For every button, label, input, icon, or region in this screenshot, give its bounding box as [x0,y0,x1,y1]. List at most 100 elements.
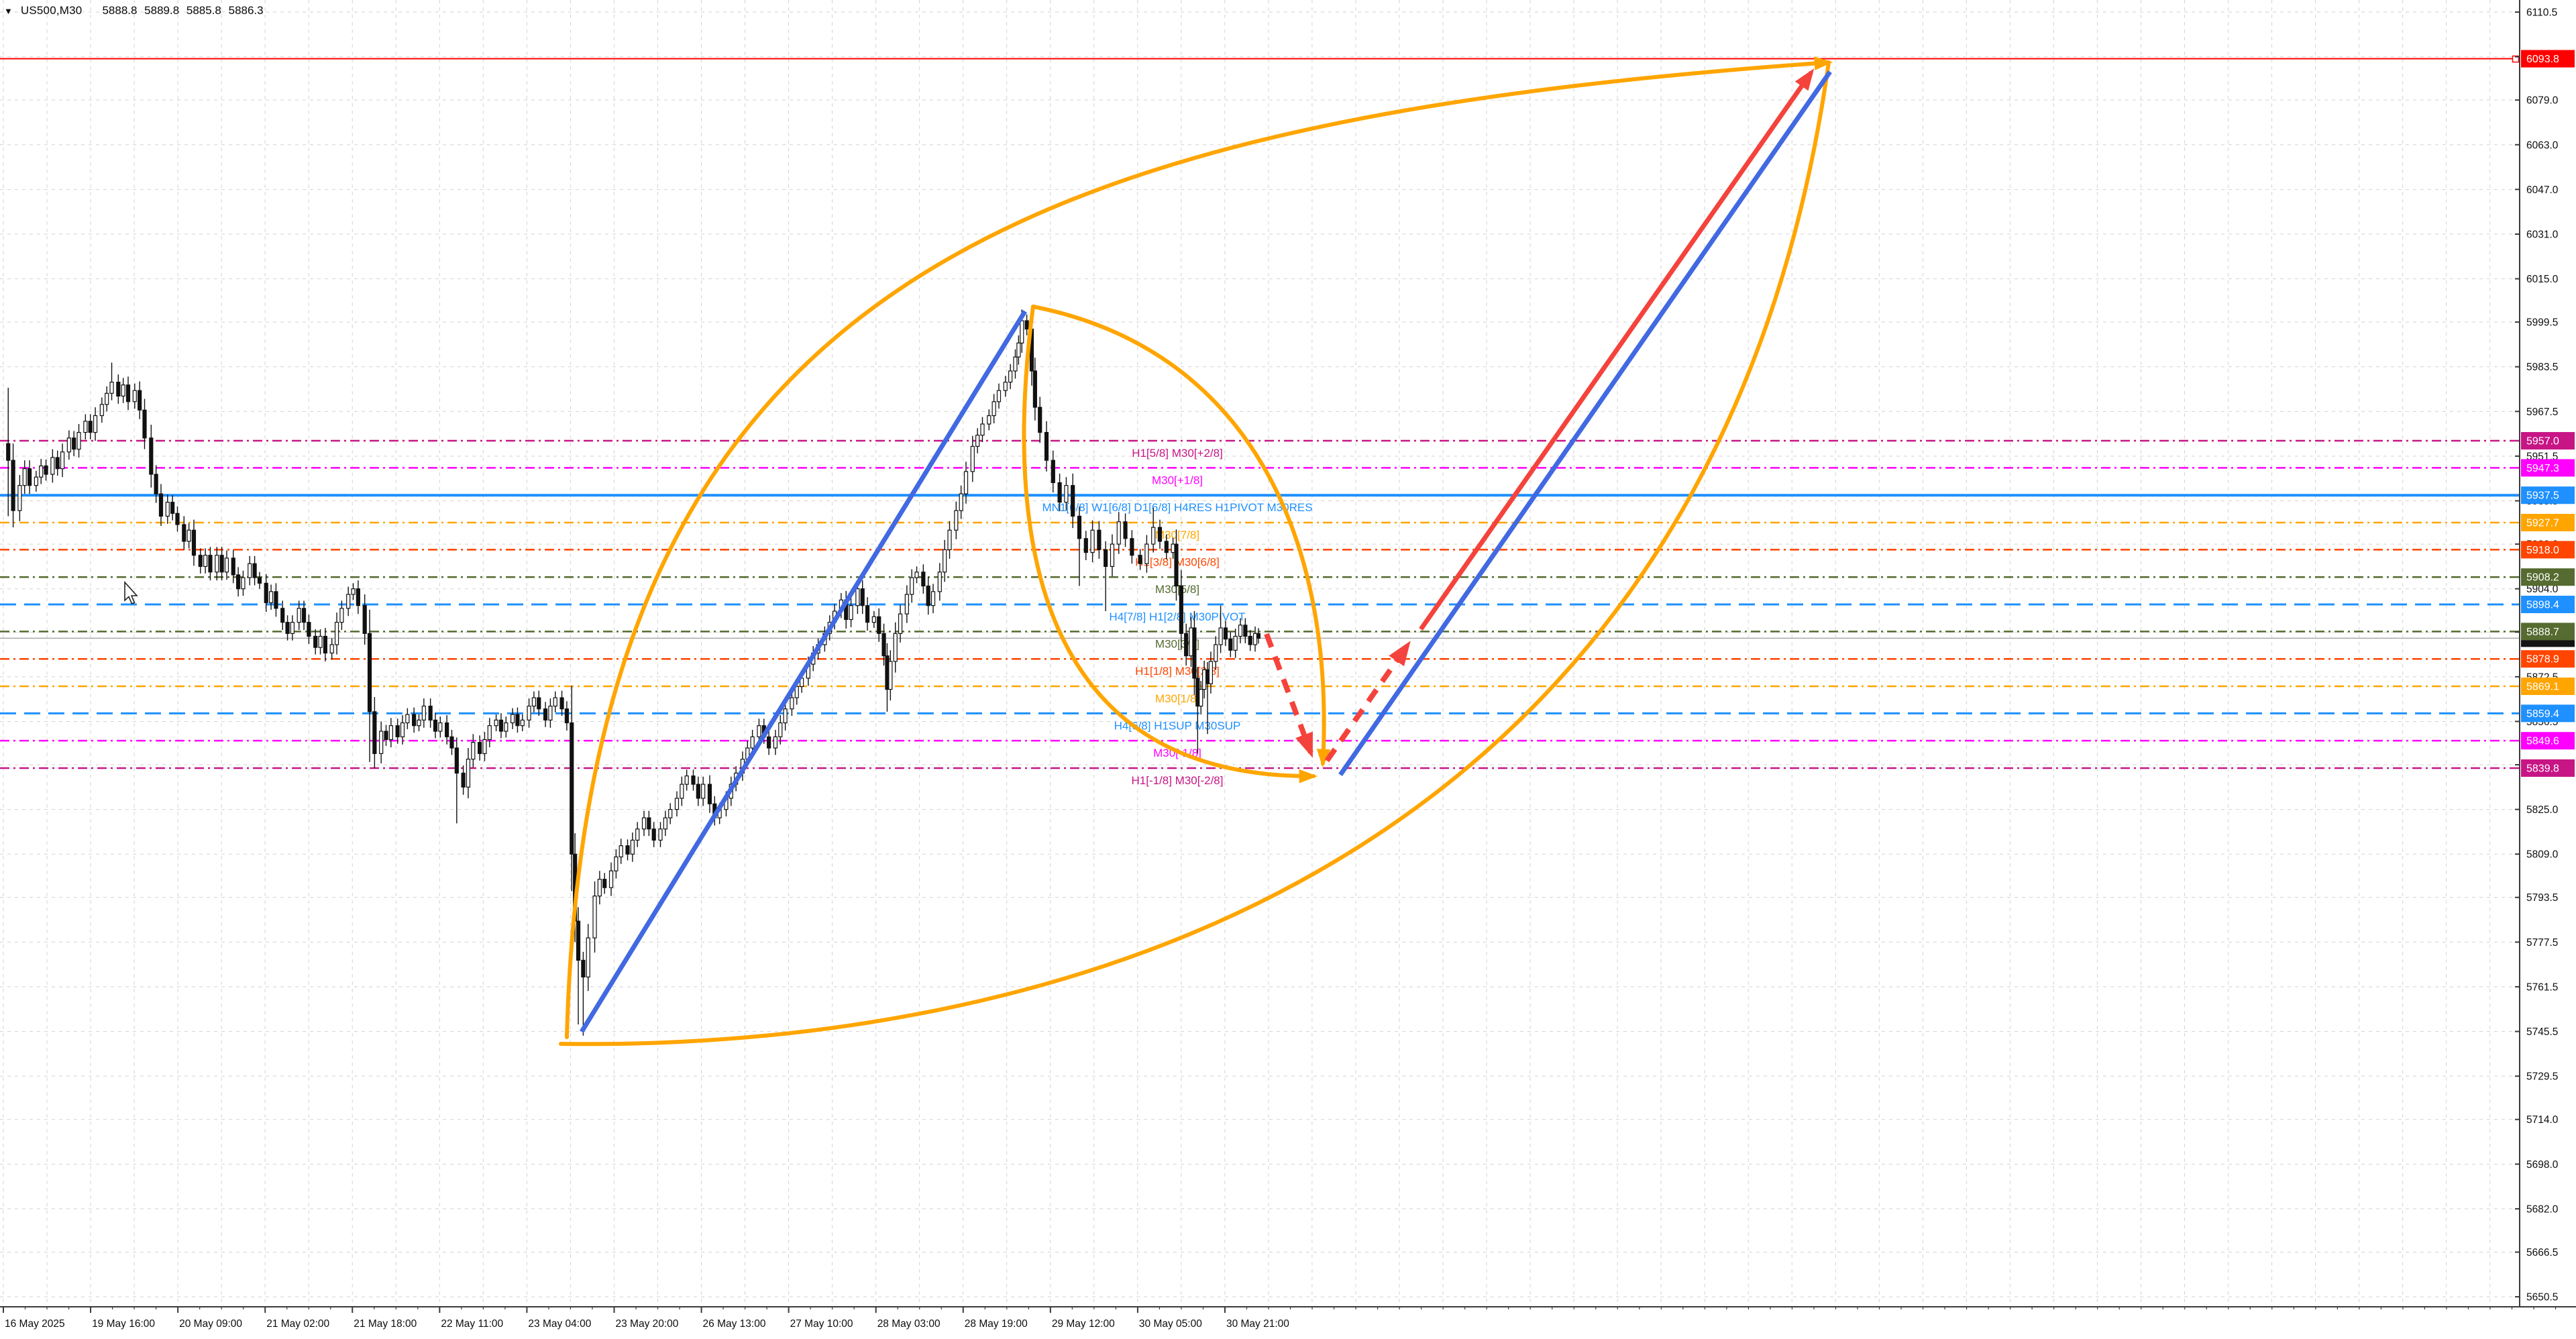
level-price-badge [2521,514,2575,532]
time-tick-label: 28 May 03:00 [877,1318,941,1330]
time-tick-label: 30 May 21:00 [1226,1318,1289,1330]
candle-body [1038,407,1042,433]
time-tick-label: 16 May 2025 [5,1318,65,1330]
ellipse-arc-small-right[interactable] [1031,305,1331,768]
candle-body [449,736,454,749]
candle-body [307,622,311,637]
candle-body [208,555,213,573]
candle-body [1104,549,1108,567]
candle-body [757,725,761,737]
time-tick-label: 22 May 11:00 [441,1318,503,1330]
blue-trend-line-1[interactable] [580,310,1027,1033]
candle-body [641,817,647,830]
candle-body [1223,627,1228,640]
candle-body [970,445,975,472]
candle-body [388,725,393,741]
candle-body [750,736,755,749]
candle-body [379,731,384,754]
candle-body [405,714,410,724]
candle-body [27,468,32,486]
candle-body [1208,661,1214,684]
candle-body [1164,541,1169,553]
level-price-badge [2521,704,2575,722]
candle-body [461,772,466,788]
candle-body [602,879,607,888]
candle-body [888,661,893,690]
candle-body [527,705,531,720]
candle-body [921,572,926,587]
candle-body [1090,529,1095,553]
candle-body [651,828,656,841]
candle-body [926,585,930,606]
candle-body [581,959,586,977]
candle-body [504,722,508,732]
candle-body [72,437,76,450]
candle-body [158,493,164,517]
time-axis-area[interactable] [0,1307,2576,1339]
candle-body [790,697,794,710]
candle-body [1218,627,1223,645]
red-arrow-up[interactable] [1419,68,1815,631]
symbol-dropdown-icon[interactable]: ▼ [4,5,13,16]
candle-body [268,591,274,604]
candle-body [88,421,93,433]
price-tick-label: 5714.0 [2526,1114,2559,1126]
candle-body [149,437,154,475]
candle-body [1083,538,1088,553]
candle-body [559,697,564,710]
candle-body [630,839,635,855]
candle-body [937,572,942,592]
time-tick-label: 29 May 12:00 [1052,1318,1115,1330]
candle-body [454,747,459,774]
candle-body [356,588,360,606]
candle-body [400,722,405,737]
candle-body [767,736,771,749]
candle-body [904,594,909,614]
price-tick-label: 5745.5 [2526,1026,2558,1038]
level-price-badge-text: 5898.4 [2526,600,2559,611]
ellipse-arc-small-left[interactable] [1022,305,1318,784]
candle-body [224,557,229,573]
candle-body [339,608,344,623]
candle-body [987,415,991,425]
candle-body [597,879,602,897]
candle-body [849,605,853,621]
level-price-badge [2521,50,2575,68]
candle-body [860,588,865,606]
candle-body [898,613,903,634]
ellipse-arc-big-lower[interactable] [559,60,1831,1047]
candle-body [138,390,142,411]
candle-body [564,708,570,724]
candle-body [1205,669,1210,684]
candle-body [1174,543,1179,587]
candle-body [586,937,590,977]
candle-body [1248,635,1252,645]
candle-body [198,555,203,567]
candle-body [855,588,860,606]
ellipse-arc-big-upper[interactable] [565,56,1833,1039]
candle-body [125,384,131,403]
price-tick-label: 5793.5 [2526,892,2558,904]
time-tick-label: 21 May 18:00 [354,1318,417,1330]
red-dashed-arrow-up[interactable] [1324,641,1411,763]
candle-body [346,594,351,609]
level-price-badge-text: 5839.8 [2526,763,2559,774]
price-tick-label: 5967.5 [2526,407,2558,418]
candle-body [487,725,492,741]
level-price-badge [2521,568,2575,586]
blue-trend-line-2[interactable] [1338,70,1832,777]
candle-body [959,493,963,511]
price-tick-label: 5650.5 [2526,1292,2558,1303]
candle-body [701,784,706,799]
price-axis-area[interactable] [2520,0,2576,1339]
time-tick-label: 23 May 04:00 [528,1318,591,1330]
red-line-handle[interactable] [2512,55,2520,63]
candle-body [1252,633,1258,645]
candle-body [1202,669,1207,690]
candle-body [395,725,400,737]
red-dashed-arrow-down[interactable] [1264,633,1313,758]
candle-body [351,588,356,595]
candle-body [1051,460,1055,484]
candle-body [1003,382,1008,391]
